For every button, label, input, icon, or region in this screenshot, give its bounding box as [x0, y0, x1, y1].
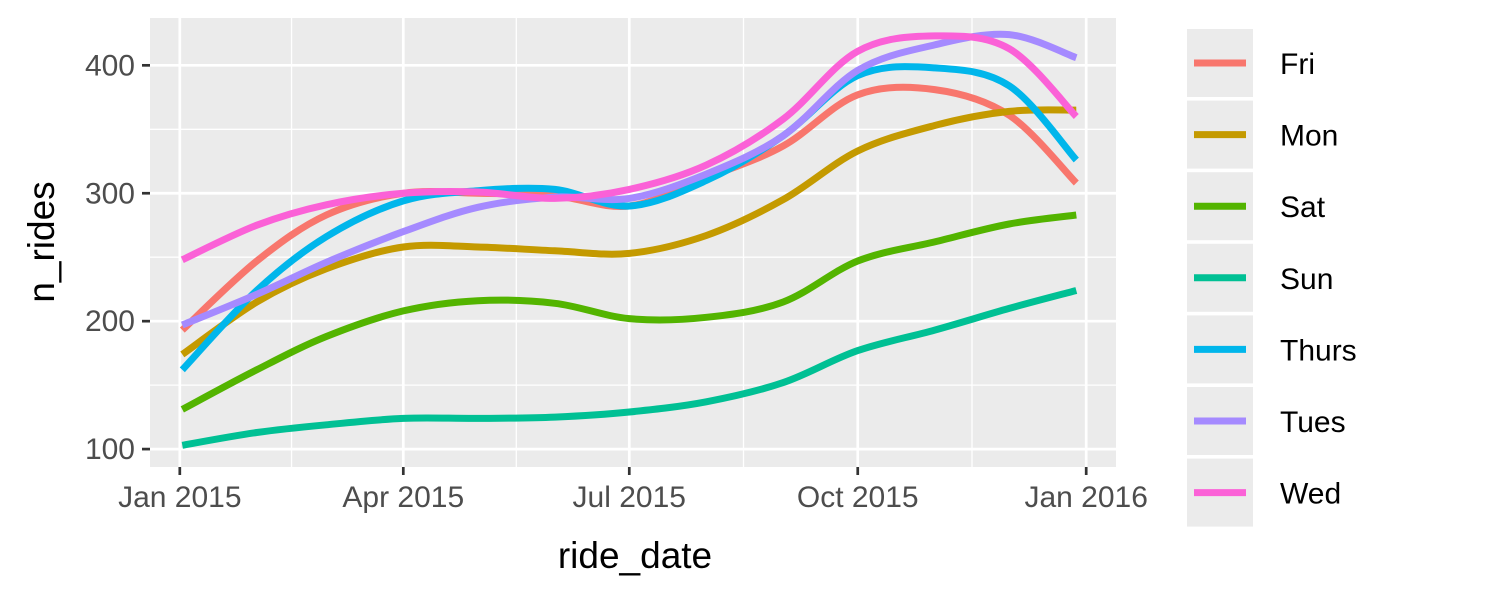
legend-label-mon: Mon	[1280, 120, 1338, 153]
axes: Jan 2015 Apr 2015 Jul 2015 Oct 2015 Jan 2016…	[85, 49, 1148, 514]
legend-label-wed: Wed	[1280, 478, 1341, 511]
y-tick-label: 400	[85, 49, 135, 82]
legend-label-sat: Sat	[1280, 191, 1326, 224]
series-line-mon	[180, 106, 1077, 358]
legend: Fri Mon Sat Sun Thurs Tues Wed	[1187, 29, 1357, 527]
legend-label-thurs: Thurs	[1280, 334, 1357, 367]
series-line-sat	[180, 211, 1077, 413]
series-line-wed	[180, 32, 1079, 263]
series-layer	[179, 30, 1079, 449]
series-line-sun	[181, 287, 1078, 449]
series-line-tues	[180, 30, 1078, 329]
grid-minor	[150, 18, 1116, 467]
plot-panel	[150, 18, 1116, 467]
y-tick-label: 200	[85, 305, 135, 338]
x-tick-label: Jul 2015	[573, 481, 686, 514]
x-axis-title: ride_date	[558, 535, 712, 576]
y-axis-title: n_rides	[21, 181, 62, 302]
legend-label-sun: Sun	[1280, 263, 1333, 296]
x-tick-label: Jan 2016	[1024, 481, 1147, 514]
x-tick-label: Jan 2015	[118, 481, 241, 514]
legend-label-tues: Tues	[1280, 406, 1346, 439]
legend-label-fri: Fri	[1280, 48, 1315, 81]
x-tick-label: Apr 2015	[342, 481, 464, 514]
y-tick-label: 100	[85, 433, 135, 466]
x-tick-label: Oct 2015	[797, 481, 919, 514]
y-tick-label: 300	[85, 177, 135, 210]
series-line-thurs	[179, 63, 1079, 373]
